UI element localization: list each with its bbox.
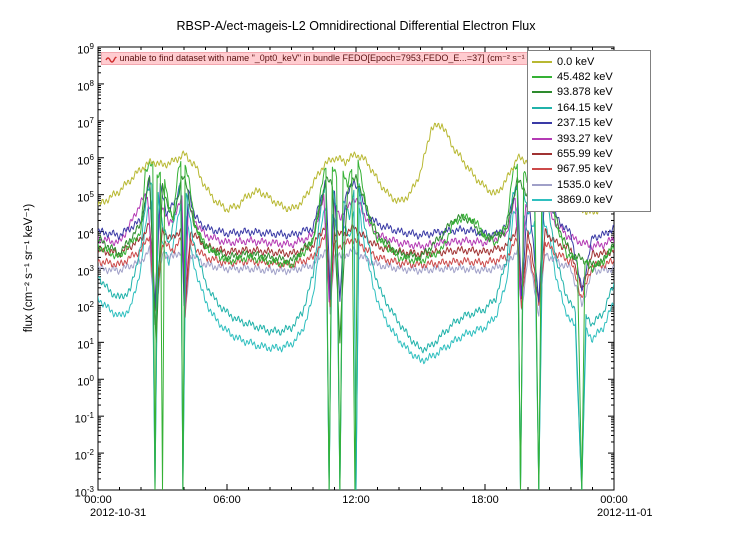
- legend-swatch: [532, 199, 552, 202]
- warning-message[interactable]: unable to find dataset with name "_0pt0_…: [101, 52, 556, 65]
- x-tick-label: 00:00: [84, 494, 112, 506]
- legend-item-1535-0-kev[interactable]: 1535.0 keV: [532, 177, 646, 192]
- legend-item-3869-0-kev[interactable]: 3869.0 keV: [532, 193, 646, 208]
- y-tick-label: 102: [77, 300, 94, 316]
- x-date-label: 2012-10-31: [90, 507, 147, 519]
- legend-label: 0.0 keV: [557, 55, 595, 68]
- legend-swatch: [532, 122, 552, 125]
- warning-message-text: unable to find dataset with name "_0pt0_…: [119, 53, 553, 63]
- legend-item-93-878-kev[interactable]: 93.878 keV: [532, 85, 646, 100]
- legend-item-164-15-kev[interactable]: 164.15 keV: [532, 100, 646, 115]
- y-tick-label: 103: [77, 263, 94, 279]
- legend-label: 393.27 keV: [557, 132, 613, 145]
- legend-label: 164.15 keV: [557, 101, 613, 114]
- legend-label: 45.482 keV: [557, 71, 613, 84]
- legend-swatch: [532, 91, 552, 94]
- y-tick-label: 10-1: [74, 411, 94, 426]
- legend-swatch: [532, 183, 552, 186]
- x-tick-label: 12:00: [342, 494, 370, 506]
- y-tick-label: 101: [77, 337, 94, 352]
- y-tick-label: 100: [77, 374, 94, 389]
- y-tick-label: 105: [77, 189, 94, 205]
- x-tick-label: 18:00: [471, 494, 499, 506]
- legend-label: 1535.0 keV: [557, 178, 613, 191]
- legend-swatch: [532, 60, 552, 63]
- y-tick-label: 107: [77, 115, 94, 131]
- legend-swatch: [532, 153, 552, 156]
- legend-item-237-15-kev[interactable]: 237.15 keV: [532, 116, 646, 131]
- legend-item-0-0-kev[interactable]: 0.0 keV: [532, 54, 646, 69]
- legend-item-655-99-kev[interactable]: 655.99 keV: [532, 146, 646, 161]
- legend-label: 655.99 keV: [557, 148, 613, 161]
- y-tick-label: 108: [77, 78, 94, 94]
- y-tick-label: 106: [77, 152, 94, 168]
- legend-swatch: [532, 137, 552, 140]
- legend-swatch: [532, 168, 552, 171]
- legend-label: 967.95 keV: [557, 163, 613, 176]
- x-tick-label: 06:00: [213, 494, 241, 506]
- chart-title: RBSP-A/ect-mageis-L2 Omnidirectional Dif…: [176, 19, 536, 33]
- error-squiggle-icon: [105, 56, 117, 63]
- legend-swatch: [532, 76, 552, 79]
- legend-box[interactable]: 0.0 keV 45.482 keV 93.878 keV 164.15 keV 237…: [527, 50, 651, 212]
- legend-swatch: [532, 106, 552, 109]
- legend-item-45-482-kev[interactable]: 45.482 keV: [532, 69, 646, 84]
- x-tick-label: 00:00: [600, 494, 628, 506]
- legend-item-393-27-kev[interactable]: 393.27 keV: [532, 131, 646, 146]
- x-date-label: 2012-11-01: [597, 507, 653, 519]
- y-tick-label: 10-2: [74, 448, 94, 463]
- legend-label: 237.15 keV: [557, 117, 613, 130]
- legend-label: 93.878 keV: [557, 86, 613, 99]
- legend-label: 3869.0 keV: [557, 194, 613, 207]
- y-tick-label: 10-3: [74, 485, 94, 500]
- y-tick-label: 104: [77, 226, 94, 242]
- y-axis-label[interactable]: flux (cm⁻² s⁻¹ sr⁻¹ keV⁻¹): [23, 203, 35, 333]
- series-lines: [98, 122, 614, 490]
- y-tick-label: 109: [77, 42, 94, 57]
- legend-item-967-95-kev[interactable]: 967.95 keV: [532, 162, 646, 177]
